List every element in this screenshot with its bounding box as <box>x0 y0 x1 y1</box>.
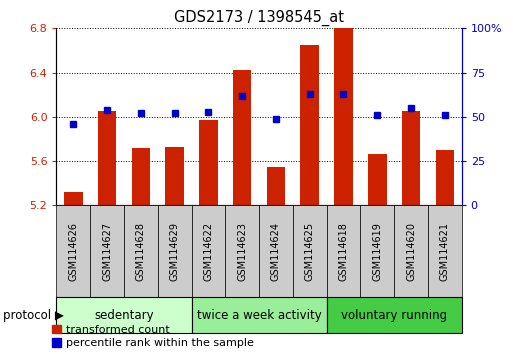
Bar <box>199 120 218 205</box>
Text: GSM114618: GSM114618 <box>339 222 348 281</box>
Bar <box>334 28 353 205</box>
Bar <box>327 205 360 297</box>
Bar <box>225 205 259 297</box>
Text: GSM114624: GSM114624 <box>271 222 281 281</box>
Bar <box>267 167 285 205</box>
Bar <box>360 205 394 297</box>
Text: GSM114619: GSM114619 <box>372 222 382 281</box>
Text: protocol ▶: protocol ▶ <box>3 309 64 321</box>
Bar <box>90 205 124 297</box>
Text: GSM114628: GSM114628 <box>136 222 146 281</box>
Bar <box>293 205 327 297</box>
Bar <box>56 205 90 297</box>
Bar <box>165 147 184 205</box>
Bar <box>131 148 150 205</box>
Bar <box>191 205 225 297</box>
Bar <box>394 205 428 297</box>
Bar <box>124 205 158 297</box>
Text: GSM114622: GSM114622 <box>204 222 213 281</box>
Text: twice a week activity: twice a week activity <box>196 309 322 321</box>
Bar <box>301 45 319 205</box>
Text: GSM114623: GSM114623 <box>237 222 247 281</box>
Title: GDS2173 / 1398545_at: GDS2173 / 1398545_at <box>174 9 344 25</box>
Text: GSM114620: GSM114620 <box>406 222 416 281</box>
Bar <box>428 205 462 297</box>
Bar <box>368 154 387 205</box>
Bar <box>157 205 191 297</box>
Bar <box>98 111 116 205</box>
Legend: transformed count, percentile rank within the sample: transformed count, percentile rank withi… <box>52 325 254 348</box>
Text: GSM114621: GSM114621 <box>440 222 450 281</box>
Text: GSM114626: GSM114626 <box>68 222 78 281</box>
Bar <box>64 192 83 205</box>
Text: voluntary running: voluntary running <box>341 309 447 321</box>
Bar <box>259 205 293 297</box>
Bar <box>402 111 420 205</box>
Text: sedentary: sedentary <box>94 309 154 321</box>
Text: GSM114625: GSM114625 <box>305 222 314 281</box>
Bar <box>56 297 191 333</box>
Bar <box>327 297 462 333</box>
Text: GSM114629: GSM114629 <box>170 222 180 281</box>
Bar <box>233 70 251 205</box>
Text: GSM114627: GSM114627 <box>102 222 112 281</box>
Bar <box>436 150 454 205</box>
Bar <box>191 297 327 333</box>
